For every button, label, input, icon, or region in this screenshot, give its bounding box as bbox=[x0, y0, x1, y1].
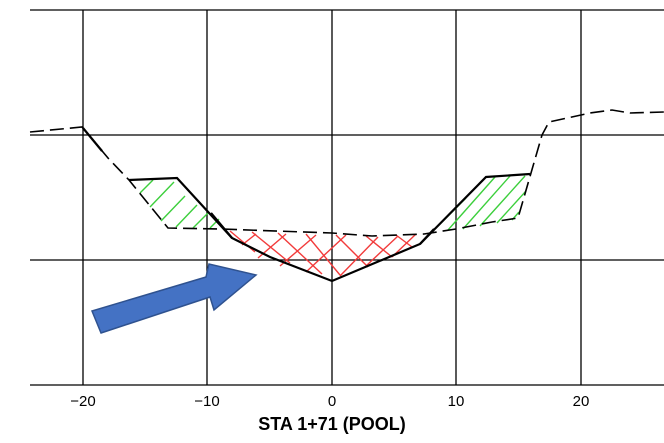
hatch-line bbox=[160, 195, 186, 222]
hatch-line bbox=[149, 181, 175, 208]
x-tick-label: 10 bbox=[448, 393, 465, 410]
hatch-line bbox=[447, 176, 496, 231]
hatch-line bbox=[305, 234, 347, 273]
section-caption: STA 1+71 (POOL) bbox=[258, 414, 406, 434]
hatch-line bbox=[279, 234, 317, 267]
hatch-line bbox=[462, 175, 511, 230]
hatch-line bbox=[192, 212, 209, 229]
hatch-line bbox=[339, 236, 379, 277]
hatch-line bbox=[257, 233, 287, 259]
hatch-line bbox=[305, 233, 341, 276]
hatch-line bbox=[335, 234, 369, 268]
hatch-line bbox=[277, 232, 323, 275]
grid bbox=[30, 9, 664, 386]
hatch-line bbox=[139, 179, 154, 194]
right-fill-hatch bbox=[435, 175, 527, 231]
proposed-section-line bbox=[128, 172, 531, 283]
hatch-line bbox=[496, 190, 527, 224]
hatch-line bbox=[479, 175, 526, 227]
right-up-arrow-icon bbox=[90, 263, 258, 334]
left-fill-hatch bbox=[139, 179, 220, 229]
x-axis-tick-labels: −20 −10 0 10 20 bbox=[70, 393, 589, 410]
proposed-right-slope bbox=[419, 228, 435, 245]
x-tick-label: 20 bbox=[573, 393, 590, 410]
hatch-line bbox=[365, 235, 399, 267]
existing-ground-line bbox=[29, 109, 664, 237]
hatch-line bbox=[175, 204, 198, 228]
proposed-left-slope bbox=[210, 212, 233, 239]
x-tick-label: −10 bbox=[194, 393, 219, 410]
x-tick-label: −20 bbox=[70, 393, 95, 410]
cut-hatch bbox=[229, 230, 417, 277]
hatch-line bbox=[395, 234, 413, 248]
hatch-line bbox=[365, 235, 393, 258]
proposed-left-upper bbox=[82, 127, 103, 152]
x-tick-label: 0 bbox=[328, 393, 336, 410]
